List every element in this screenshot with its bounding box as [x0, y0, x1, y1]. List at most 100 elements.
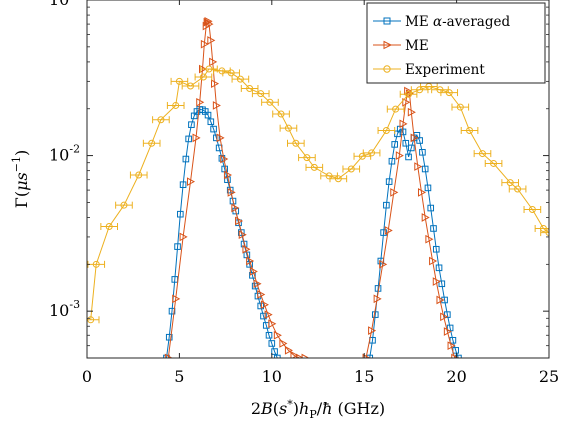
series-layer: [87, 16, 549, 358]
data-point: [447, 341, 456, 351]
y-axis-label: Γ(μs−1): [10, 150, 31, 208]
data-point: [182, 155, 190, 163]
data-point: [432, 277, 441, 286]
data-point: [218, 67, 226, 75]
data-point: [407, 107, 416, 117]
data-point: [539, 224, 547, 232]
data-point: [382, 126, 390, 134]
data-point: [260, 300, 269, 310]
data-point: [427, 204, 435, 212]
data-point: [175, 77, 183, 85]
data-point: [419, 148, 426, 156]
data-point: [284, 124, 292, 132]
series-line-2: [90, 68, 549, 320]
data-point: [416, 86, 424, 94]
plot-frame: [86, 0, 550, 359]
data-point: [545, 229, 549, 237]
data-point: [514, 185, 522, 193]
data-point: [211, 79, 220, 88]
data-point: [207, 118, 215, 126]
data-point: [273, 330, 282, 340]
data-point: [432, 245, 440, 253]
data-point: [284, 346, 293, 355]
data-point: [257, 90, 265, 98]
data-point: [218, 155, 226, 162]
data-point: [210, 125, 217, 133]
data-point: [179, 232, 188, 242]
data-point: [391, 141, 398, 148]
data-point: [216, 133, 225, 143]
data-point: [455, 354, 462, 358]
data-point: [405, 89, 415, 99]
data-point: [436, 295, 445, 305]
data-point: [368, 149, 376, 157]
data-point: [392, 105, 400, 113]
data-point: [120, 201, 128, 209]
data-point: [421, 165, 429, 173]
legend-item-me: ME: [373, 38, 429, 54]
y-tick-label: 10-1: [49, 0, 80, 9]
data-point: [416, 137, 423, 144]
data-point: [242, 244, 251, 254]
data-point: [443, 327, 452, 336]
data-point: [186, 82, 194, 90]
data-point: [172, 294, 181, 304]
data-point: [408, 144, 415, 152]
data-point: [445, 89, 453, 97]
legend-item-me-alpha-averaged: ME α-averaged: [373, 14, 510, 30]
data-point: [164, 353, 173, 358]
data-point: [246, 256, 255, 266]
data-point: [227, 188, 236, 197]
data-point: [506, 179, 514, 187]
data-point: [157, 116, 165, 124]
data-point: [268, 340, 276, 347]
data-point: [238, 230, 247, 240]
x-tick-label: 20: [446, 367, 466, 386]
data-point: [440, 312, 449, 322]
x-tick-label: 15: [354, 367, 374, 386]
x-axis-label: 2B(s*)hP/ħ (GHz): [251, 398, 385, 421]
legend-marker-square: [383, 17, 391, 25]
data-point: [347, 165, 355, 173]
data-point: [260, 312, 267, 320]
data-point: [451, 353, 460, 358]
data-point: [213, 134, 220, 142]
data-point: [209, 57, 218, 67]
data-point: [264, 310, 273, 319]
data-point: [292, 139, 300, 147]
data-point: [405, 90, 413, 98]
x-tick-label: 5: [174, 367, 184, 386]
data-point: [435, 264, 443, 272]
data-point: [410, 133, 419, 143]
data-point: [172, 101, 180, 109]
y-tick-label: 10-2: [49, 143, 80, 165]
axes-layer: 0 5 10 15 20 25 10-3 10-2 10-1: [49, 0, 559, 386]
data-point: [490, 159, 498, 167]
data-point: [414, 162, 423, 171]
data-point: [310, 163, 318, 171]
data-point: [212, 101, 221, 110]
data-point: [199, 64, 208, 74]
data-point: [379, 259, 388, 269]
data-point: [404, 86, 413, 96]
data-point: [405, 153, 412, 161]
data-point: [279, 339, 288, 348]
data-point: [366, 354, 374, 358]
data-point: [185, 135, 192, 143]
data-point: [466, 126, 474, 134]
data-point: [334, 175, 342, 183]
data-point: [373, 294, 382, 304]
data-point: [249, 267, 258, 276]
x-tick-label: 10: [262, 367, 282, 386]
data-point: [380, 229, 387, 236]
data-point: [204, 111, 212, 119]
data-point: [87, 316, 95, 324]
data-point: [390, 188, 399, 197]
data-point: [192, 133, 201, 143]
data-point: [204, 16, 213, 26]
data-point: [362, 353, 371, 358]
data-point: [200, 39, 209, 49]
legend-box: [366, 2, 546, 84]
data-point: [388, 157, 396, 165]
data-point: [186, 177, 196, 186]
